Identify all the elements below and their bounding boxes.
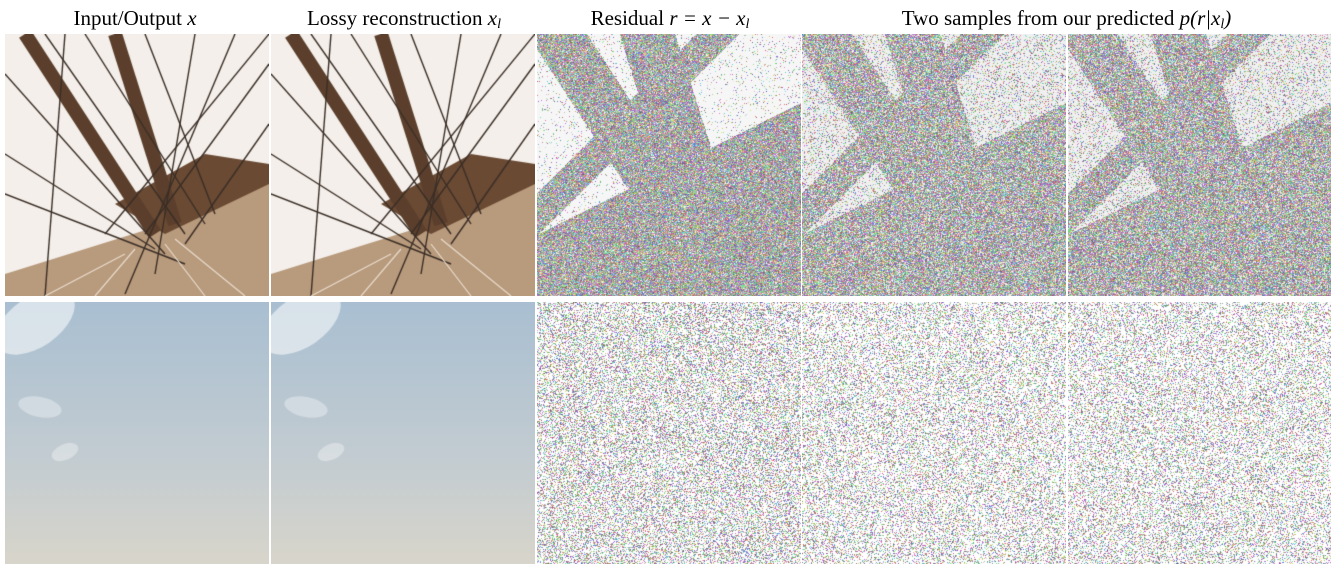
sky-residual-image <box>537 302 801 564</box>
header-samples-math: p(r|x <box>1179 6 1221 30</box>
bridge-residual-image <box>537 34 801 296</box>
header-residual-math-sub: l <box>745 17 750 32</box>
header-lossy-text: Lossy reconstruction <box>306 6 483 30</box>
header-lossy-reconstruction: Lossy reconstruction xl <box>270 4 538 32</box>
header-input-output: Input/Output x <box>0 4 270 32</box>
sky-sample-1-image <box>802 302 1066 564</box>
sky-input-output-image <box>5 302 269 564</box>
header-residual: Residual r = x − xl <box>538 4 802 32</box>
header-residual-math: r = x − x <box>669 6 746 30</box>
header-input-output-math: x <box>187 6 197 30</box>
sky-lossy-reconstruction-image <box>271 302 535 564</box>
header-input-output-text: Input/Output <box>73 6 182 30</box>
bridge-input-output-image <box>5 34 269 296</box>
header-lossy-math-sub: l <box>497 17 501 32</box>
header-residual-text: Residual <box>590 6 665 30</box>
header-lossy-math: x <box>487 6 498 30</box>
header-samples-math-close: ) <box>1224 6 1232 30</box>
header-samples-text: Two samples from our predicted <box>901 6 1175 30</box>
bridge-lossy-reconstruction-image <box>271 34 535 296</box>
header-samples-math-sub: l <box>1220 17 1225 32</box>
sky-sample-2-image <box>1068 302 1331 564</box>
bridge-sample-1-image <box>802 34 1066 296</box>
header-samples: Two samples from our predicted p(r|xl) <box>802 4 1331 32</box>
bridge-sample-2-image <box>1068 34 1331 296</box>
